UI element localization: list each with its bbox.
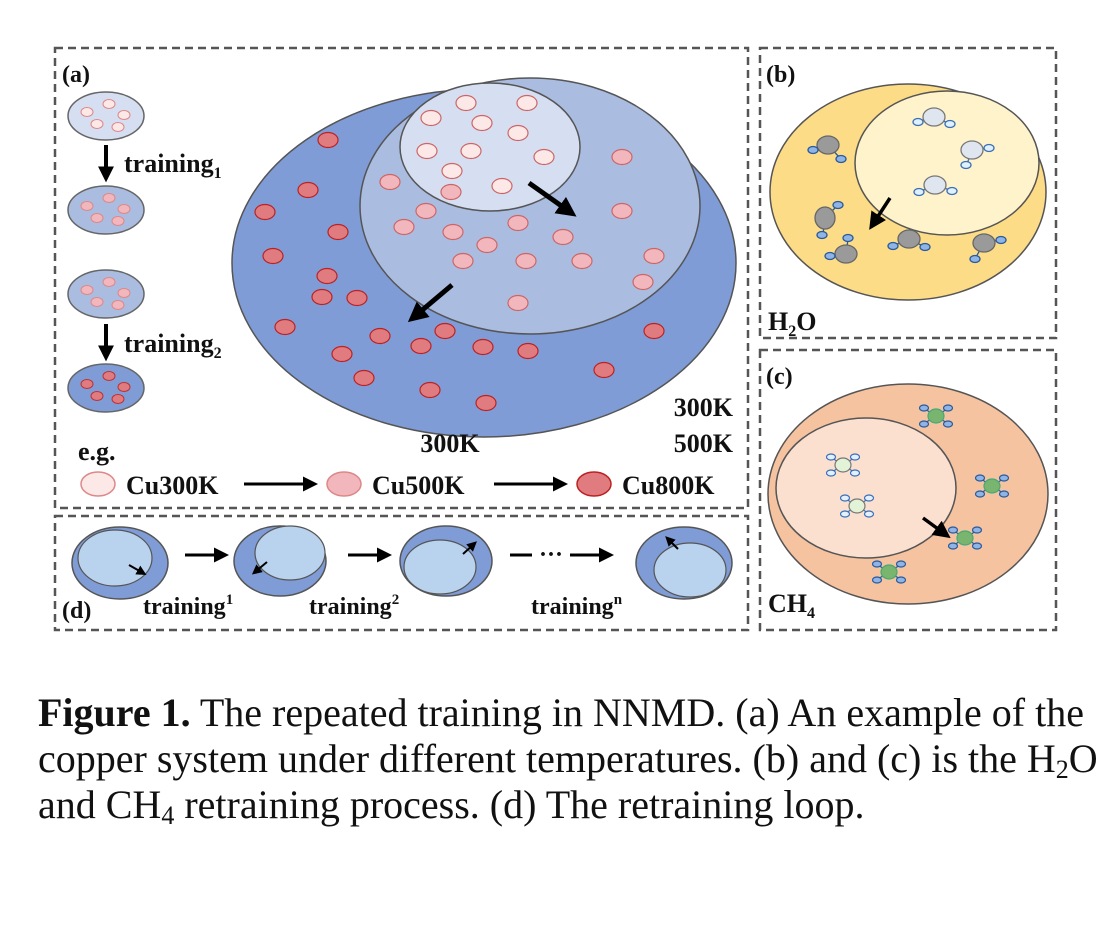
training-2-label: training2 (124, 329, 222, 362)
caption-text-2: O and CH (38, 736, 1098, 827)
panel-c-label: (c) (766, 364, 793, 390)
panel-a-label: (a) (62, 62, 90, 88)
panel-b-border (758, 46, 1058, 340)
caption-text-3: retraining process. (d) The retraining l… (174, 782, 865, 827)
inner-ellipse-300k (399, 82, 581, 212)
loop-stage-2 (233, 525, 327, 597)
figure-caption: Figure 1. The repeated training in NNMD.… (38, 690, 1098, 830)
legend-cu800k-swatch (576, 471, 612, 497)
arrow-expand-2 (407, 283, 454, 323)
ch4-label: CH4 (768, 589, 815, 622)
loop-stage-1 (71, 526, 169, 600)
loop-stage-3 (399, 525, 493, 597)
small-ellipse-2 (67, 185, 145, 235)
small-ellipse-4 (67, 363, 145, 413)
legend-cu800k-label: Cu800K (622, 471, 715, 500)
training-1-label: training1 (124, 149, 222, 182)
panel-a-border (53, 46, 750, 510)
h2o-molecules-outer (807, 135, 1007, 264)
caption-sub-1: 2 (1055, 755, 1069, 784)
ch4-arrow (921, 516, 951, 539)
h2o-arrow (869, 197, 892, 230)
caption-figure-label: Figure 1. (38, 690, 191, 735)
loop-ellipsis: ··· (539, 542, 563, 568)
small-ellipse-3 (67, 269, 145, 319)
ch4-molecules-inner (825, 453, 875, 518)
caption-text-1: The repeated training in NNMD. (a) An ex… (38, 690, 1084, 781)
legend-cu300k-label: Cu300K (126, 471, 219, 500)
legend-cu500k-label: Cu500K (372, 471, 465, 500)
caption-sub-2: 4 (161, 801, 175, 830)
cu500k-particles (379, 148, 665, 312)
loop-stage-n (635, 526, 733, 600)
h2o-molecules-inner (912, 107, 995, 197)
temp-label-right-bottom: 500K (674, 429, 734, 458)
figure-diagram: (a) training1 training2 (53, 46, 1058, 632)
eg-label: e.g. (78, 437, 116, 466)
temp-label-middle: 300K (420, 429, 480, 458)
loop-training-2: training2 (309, 592, 399, 620)
panel-c-border (758, 348, 1058, 632)
ch4-molecules-outer (871, 404, 1010, 584)
h2o-label: H2O (768, 307, 816, 340)
loop-training-n: trainingn (531, 592, 623, 620)
cu300k-particles (416, 94, 555, 195)
h2o-inner-ellipse (854, 90, 1040, 236)
panel-d-label: (d) (62, 598, 91, 624)
temp-label-right-top: 300K (674, 393, 734, 422)
small-ellipse-1 (67, 91, 145, 141)
loop-training-1: training1 (143, 592, 233, 620)
legend-cu500k-swatch (326, 471, 362, 497)
ch4-inner-ellipse (775, 417, 957, 559)
panel-b-label: (b) (766, 62, 795, 88)
arrow-expand-1 (527, 180, 577, 217)
legend-cu300k-swatch (80, 471, 116, 497)
cu800k-particles (254, 131, 665, 412)
